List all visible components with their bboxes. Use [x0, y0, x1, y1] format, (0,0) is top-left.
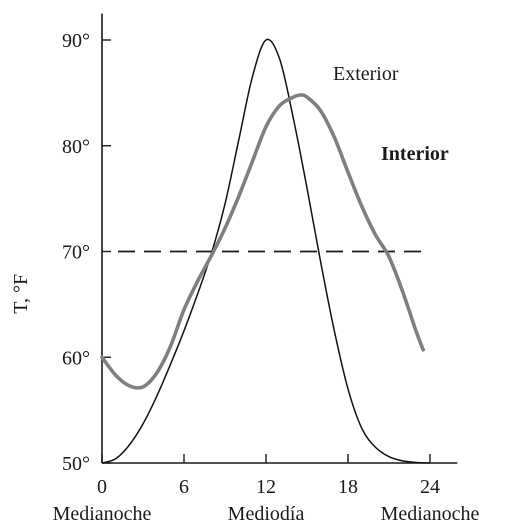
y-tick-label: 50°	[62, 453, 90, 475]
x-tick-label: 18	[338, 476, 358, 498]
x-tick-label: 6	[179, 476, 189, 498]
series-label-interior: Interior	[381, 143, 449, 165]
x-category-label: Medianoche	[381, 503, 480, 525]
y-tick-label: 70°	[62, 242, 90, 264]
y-axis-label: T, °F	[10, 274, 32, 314]
x-category-label: Mediodía	[228, 503, 305, 525]
y-tick-label: 90°	[62, 30, 90, 52]
plot-area: 50° 60° 70° 80° 90° 0 6 12 18 24 Medianoche Mediodí…	[10, 13, 480, 525]
y-tick-label: 80°	[62, 136, 90, 158]
x-tick-label: 0	[97, 476, 107, 498]
x-tick-label: 24	[420, 476, 440, 498]
x-category-label: Medianoche	[53, 503, 152, 525]
x-tick-label: 12	[256, 476, 276, 498]
series-line-interior	[100, 93, 425, 390]
series-line-exterior	[101, 38, 431, 464]
series-label-exterior: Exterior	[333, 63, 399, 85]
y-tick-label: 60°	[62, 347, 90, 369]
